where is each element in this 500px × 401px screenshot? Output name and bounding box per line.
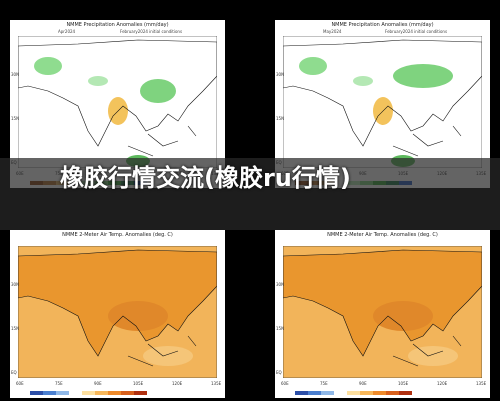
colorbar-swatch bbox=[373, 391, 386, 395]
colorbar-swatch bbox=[56, 391, 69, 395]
lat-label: 30N bbox=[11, 72, 20, 77]
map-panel: NMME 2-Meter Air Temp. Anomalies (deg. C… bbox=[275, 230, 490, 398]
colorbar-swatch bbox=[95, 391, 108, 395]
map-shape bbox=[393, 64, 453, 88]
lon-label: 120E bbox=[172, 381, 183, 386]
map bbox=[18, 36, 217, 168]
map-shape bbox=[34, 57, 62, 75]
colorbar-swatch bbox=[399, 391, 412, 395]
lat-label: 15N bbox=[276, 116, 285, 121]
lat-label: EQ bbox=[11, 370, 17, 375]
colorbar-swatch bbox=[386, 391, 399, 395]
map-shape bbox=[408, 346, 458, 366]
map-shape bbox=[88, 76, 108, 86]
colorbar-swatch bbox=[295, 391, 308, 395]
lon-label: 90E bbox=[94, 381, 102, 386]
map-shape bbox=[299, 57, 327, 75]
colorbar-swatch bbox=[82, 391, 95, 395]
map-shape bbox=[353, 76, 373, 86]
colorbar-swatch bbox=[108, 391, 121, 395]
panel-init: February2024 initial conditions bbox=[120, 29, 183, 34]
overlay-band bbox=[0, 158, 500, 230]
map-shape bbox=[373, 301, 433, 331]
map bbox=[283, 36, 482, 168]
panel-title: NMME Precipitation Anomalies (mm/day) bbox=[66, 22, 169, 28]
lon-label: 90E bbox=[359, 381, 367, 386]
colorbar-swatch bbox=[134, 391, 147, 395]
colorbar bbox=[30, 391, 147, 395]
lat-label: 30N bbox=[276, 282, 285, 287]
map-shape bbox=[143, 346, 193, 366]
lat-label: 30N bbox=[11, 282, 20, 287]
map-shape bbox=[283, 249, 482, 357]
colorbar-swatch bbox=[69, 391, 82, 395]
colorbar-swatch bbox=[334, 391, 347, 395]
panel-init: February2024 initial conditions bbox=[385, 29, 448, 34]
colorbar-swatch bbox=[121, 391, 134, 395]
colorbar-swatch bbox=[308, 391, 321, 395]
lat-label: 15N bbox=[11, 326, 20, 331]
lon-label: 105E bbox=[133, 381, 144, 386]
map bbox=[18, 246, 217, 378]
lon-label: 135E bbox=[211, 381, 222, 386]
panel-month: May2024 bbox=[323, 29, 342, 34]
lat-label: 15N bbox=[276, 326, 285, 331]
lon-label: 105E bbox=[398, 381, 409, 386]
lon-label: 60E bbox=[281, 381, 289, 386]
colorbar bbox=[295, 391, 412, 395]
map-shape bbox=[18, 39, 217, 147]
colorbar-swatch bbox=[360, 391, 373, 395]
lat-label: EQ bbox=[276, 370, 282, 375]
map-shape bbox=[127, 125, 197, 157]
colorbar-swatch bbox=[43, 391, 56, 395]
map-shape bbox=[18, 250, 217, 356]
colorbar-swatch bbox=[30, 391, 43, 395]
lon-label: 120E bbox=[437, 381, 448, 386]
colorbar-swatch bbox=[347, 391, 360, 395]
map-shape bbox=[283, 250, 482, 356]
map-panel: NMME 2-Meter Air Temp. Anomalies (deg. C… bbox=[10, 230, 225, 398]
lat-label: 30N bbox=[276, 72, 285, 77]
lon-label: 75E bbox=[55, 381, 63, 386]
colorbar-swatch bbox=[321, 391, 334, 395]
map-shape bbox=[392, 125, 462, 157]
lon-label: 75E bbox=[320, 381, 328, 386]
map bbox=[283, 246, 482, 378]
panel-title: NMME 2-Meter Air Temp. Anomalies (deg. C… bbox=[327, 232, 438, 238]
panel-month: Apr2024 bbox=[58, 29, 76, 34]
map-shape bbox=[127, 335, 197, 367]
map-shape bbox=[392, 335, 462, 367]
overlay-text: 橡胶行情交流(橡胶ru行情) bbox=[60, 164, 351, 192]
panel-title: NMME 2-Meter Air Temp. Anomalies (deg. C… bbox=[62, 232, 173, 238]
panel-title: NMME Precipitation Anomalies (mm/day) bbox=[331, 22, 434, 28]
map-shape bbox=[108, 301, 168, 331]
lon-label: 135E bbox=[476, 381, 487, 386]
lon-label: 60E bbox=[16, 381, 24, 386]
map-shape bbox=[140, 79, 176, 103]
map-shape bbox=[283, 39, 482, 147]
map-shape bbox=[18, 249, 217, 357]
lat-label: 15N bbox=[11, 116, 20, 121]
